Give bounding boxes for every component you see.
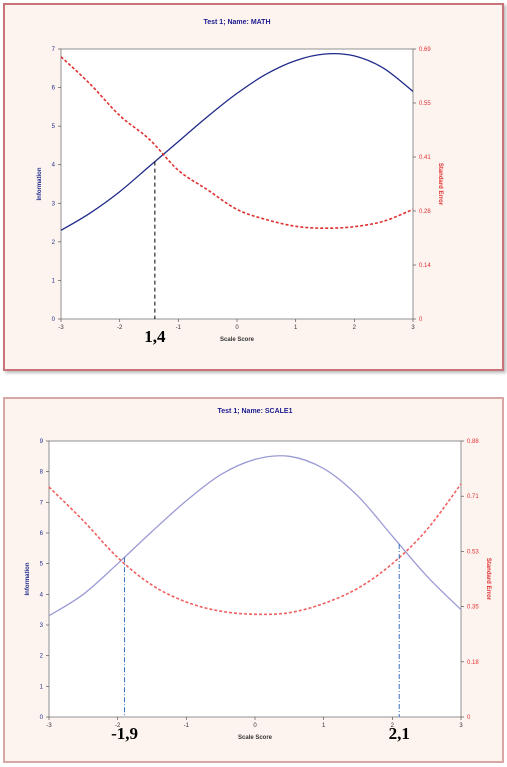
y-tick-label: 7 [40, 500, 44, 506]
y-tick-label: 0 [40, 715, 44, 721]
y2-tick-label: 0 [467, 715, 471, 721]
x-tick-label: -3 [46, 723, 52, 729]
y2-tick-label: 0.41 [419, 155, 431, 161]
y2-tick-label: 0.28 [419, 209, 431, 215]
y2-tick-label: 0.71 [467, 494, 479, 500]
series-line-information [60, 52, 414, 231]
y-tick-label: 3 [52, 201, 56, 207]
chart-title: Test 1; Name: MATH [203, 19, 270, 26]
x-tick-label: 2 [353, 325, 357, 331]
x-tick-label: 1 [322, 723, 326, 729]
y-tick-label: 1 [40, 684, 44, 690]
y-tick-label: 2 [40, 654, 44, 660]
x-tick-label: 1 [294, 325, 298, 331]
chart-scale1: Test 1; Name: SCALE1 -3 -2 -1 0 1 2 3 Scale Scor… [25, 408, 491, 743]
y2-tick-label: 0 [419, 317, 423, 323]
x-tick-label: 3 [411, 325, 415, 331]
x-tick-label: -2 [115, 723, 121, 729]
y-tick-label: 5 [52, 124, 56, 130]
plot-area [60, 48, 414, 320]
y-tick-label: 1 [52, 278, 56, 284]
y-tick-label: 2 [52, 240, 56, 246]
y-tick-label: 7 [52, 47, 56, 53]
y-tick-label: 6 [40, 531, 44, 537]
y-tick-label: 4 [52, 163, 56, 169]
y2-tick-label: 0.18 [467, 660, 479, 666]
y-tick-label: 4 [40, 592, 44, 598]
x-tick-label: 2 [391, 723, 395, 729]
y2-axis-label: Standard Error [485, 558, 491, 601]
y-tick-label: 8 [40, 470, 44, 476]
series-line-information [48, 455, 462, 617]
crossing-label: 2,1 [389, 724, 410, 743]
y2-tick-label: 0.53 [467, 549, 479, 555]
chart-math: Test 1; Name: MATH -3 -2 -1 0 1 2 3 Scale Score 0… [37, 19, 443, 346]
crossing-label: -1,9 [111, 724, 138, 743]
y-tick-label: 6 [52, 86, 56, 92]
chart-panel-math: Test 1; Name: MATH -3 -2 -1 0 1 2 3 Scale Score 0… [3, 3, 504, 371]
x-tick-label: 0 [235, 325, 239, 331]
y2-tick-label: 0.69 [419, 47, 431, 53]
y-axis-label: Information [37, 167, 43, 200]
x-tick-label: 0 [253, 723, 257, 729]
y-tick-label: 0 [52, 317, 56, 323]
series-line-standard-error [48, 483, 462, 616]
y2-tick-label: 0.88 [467, 439, 479, 445]
chart-panel-scale1: Test 1; Name: SCALE1 -3 -2 -1 0 1 2 3 Scale Scor… [3, 397, 504, 763]
x-tick-label: 3 [459, 723, 463, 729]
y-tick-label: 5 [40, 562, 44, 568]
x-axis-label: Scale Score [238, 735, 273, 741]
y2-axis-label: Standard Error [437, 163, 443, 206]
chart-title: Test 1; Name: SCALE1 [218, 408, 293, 415]
y-axis-label: Information [25, 562, 31, 595]
y2-tick-label: 0.35 [467, 605, 479, 611]
x-tick-label: -1 [176, 325, 182, 331]
y2-tick-label: 0.55 [419, 101, 431, 107]
x-tick-label: -2 [117, 325, 123, 331]
y-tick-label: 3 [40, 623, 44, 629]
x-axis-label: Scale Score [220, 337, 255, 343]
plot-area [48, 440, 462, 718]
x-tick-label: -3 [58, 325, 64, 331]
x-tick-label: -1 [184, 723, 190, 729]
y2-tick-label: 0.14 [419, 263, 431, 269]
y-tick-label: 9 [40, 439, 44, 445]
crossing-label: 1,4 [144, 327, 166, 346]
